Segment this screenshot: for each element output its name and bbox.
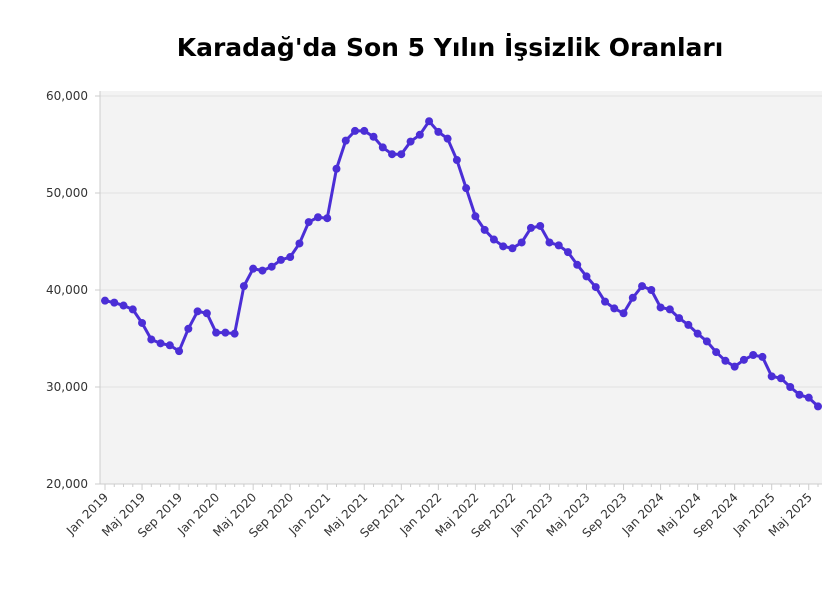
- point: [749, 350, 758, 359]
- point: [554, 241, 563, 250]
- point: [202, 309, 211, 318]
- point: [776, 374, 785, 383]
- point: [165, 341, 174, 350]
- y-tick-label: 20,000: [46, 477, 88, 491]
- point: [249, 264, 258, 273]
- point: [517, 238, 526, 247]
- point: [341, 136, 350, 145]
- point: [101, 296, 109, 305]
- point: [212, 328, 221, 337]
- point: [684, 320, 693, 329]
- point: [730, 362, 739, 371]
- point: [739, 355, 748, 364]
- point: [184, 324, 193, 333]
- point: [239, 282, 248, 291]
- plot-background: [100, 91, 822, 484]
- point: [110, 298, 119, 307]
- point: [795, 390, 804, 399]
- point: [489, 235, 498, 244]
- point: [388, 150, 397, 159]
- point: [138, 318, 147, 327]
- point: [267, 262, 276, 271]
- point: [397, 150, 406, 159]
- point: [313, 213, 322, 222]
- point: [276, 255, 285, 264]
- point: [230, 329, 239, 338]
- point: [443, 134, 452, 143]
- point: [647, 286, 656, 294]
- point: [221, 328, 230, 337]
- y-tick-label: 30,000: [46, 380, 88, 394]
- point: [786, 383, 795, 391]
- point: [508, 244, 517, 253]
- point: [675, 314, 684, 323]
- point: [702, 337, 711, 346]
- point: [147, 335, 156, 344]
- point: [665, 305, 674, 314]
- point: [295, 239, 304, 248]
- point: [304, 218, 313, 227]
- point: [526, 223, 535, 232]
- point: [415, 130, 424, 139]
- point: [536, 221, 545, 230]
- point: [351, 126, 360, 135]
- point: [480, 225, 489, 234]
- point: [721, 356, 730, 365]
- point: [804, 393, 813, 402]
- y-tick-label: 50,000: [46, 186, 88, 200]
- point: [619, 309, 628, 318]
- point: [758, 352, 767, 361]
- point: [332, 164, 341, 173]
- chart-title: Karadağ'da Son 5 Yılın İşsizlik Oranları: [177, 32, 724, 62]
- point: [499, 242, 508, 251]
- point: [323, 214, 332, 223]
- point: [378, 143, 387, 152]
- point: [471, 212, 480, 221]
- point: [712, 348, 721, 357]
- point: [193, 307, 202, 316]
- point: [369, 132, 378, 141]
- point: [156, 339, 165, 348]
- y-tick-label: 40,000: [46, 283, 88, 297]
- point: [425, 117, 434, 126]
- point: [434, 127, 443, 136]
- point: [128, 305, 137, 314]
- point: [573, 260, 582, 269]
- point: [175, 347, 184, 356]
- point: [462, 184, 471, 193]
- point: [582, 272, 591, 281]
- y-tick-label: 60,000: [46, 89, 88, 103]
- point: [610, 304, 619, 313]
- point: [360, 126, 369, 135]
- point: [258, 266, 267, 275]
- point: [601, 297, 610, 306]
- point: [628, 293, 637, 302]
- point: [814, 402, 822, 411]
- point: [452, 156, 461, 165]
- point: [656, 303, 665, 312]
- point: [406, 137, 415, 146]
- point: [638, 282, 647, 291]
- point: [693, 329, 702, 338]
- point: [767, 372, 776, 381]
- point: [563, 248, 572, 257]
- point: [286, 253, 295, 262]
- point: [119, 301, 128, 310]
- point: [591, 283, 600, 292]
- point: [545, 238, 554, 247]
